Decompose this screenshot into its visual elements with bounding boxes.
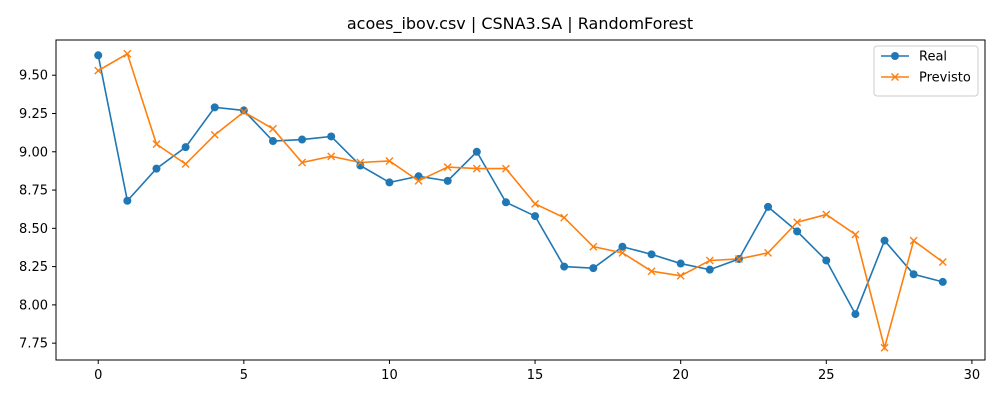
data-point-real [851, 310, 860, 319]
data-point-previsto [676, 271, 685, 280]
data-point-previsto [705, 256, 714, 265]
data-point-real [764, 202, 773, 211]
plot-markers [94, 49, 947, 352]
data-point-real [123, 196, 132, 205]
legend-item-real: Real [881, 50, 947, 65]
series-line-previsto [97, 52, 944, 351]
series-line-real [97, 55, 943, 316]
y-tick-label: 8.50 [19, 222, 48, 237]
data-point-previsto [851, 230, 860, 239]
data-point-real [822, 256, 831, 265]
data-point-real [589, 264, 598, 273]
x-tick-label: 30 [964, 368, 981, 383]
data-point-real [472, 147, 481, 156]
data-point-previsto [356, 158, 365, 167]
y-tick-label: 8.75 [19, 184, 48, 199]
chart-title: acoes_ibov.csv | CSNA3.SA | RandomForest [347, 14, 693, 34]
data-point-previsto [210, 130, 219, 139]
data-point-previsto [414, 176, 423, 185]
y-tick-label: 7.75 [19, 337, 48, 352]
data-point-real [793, 227, 802, 236]
data-point-previsto [531, 199, 540, 208]
data-point-previsto [298, 158, 307, 167]
data-point-previsto [385, 156, 394, 165]
data-point-real [618, 242, 627, 251]
data-point-previsto [764, 248, 773, 257]
data-point-previsto [793, 218, 802, 227]
data-point-previsto [589, 242, 598, 251]
data-point-real [705, 265, 714, 274]
data-point-previsto [443, 163, 452, 172]
y-tick-label: 9.25 [19, 107, 48, 122]
data-point-real [239, 106, 248, 115]
y-tick-label: 9.00 [19, 145, 48, 160]
y-tick-label: 9.50 [19, 69, 48, 84]
data-point-previsto [734, 254, 743, 263]
data-point-real [181, 143, 190, 152]
x-tick-label: 5 [240, 368, 248, 383]
data-point-real [647, 250, 656, 259]
data-point-previsto [822, 210, 831, 219]
data-point-previsto [501, 164, 510, 173]
plot-lines [97, 52, 944, 351]
data-point-real [268, 137, 277, 146]
legend-label-previsto: Previsto [919, 71, 971, 86]
plot-area-frame [55, 39, 986, 361]
data-point-previsto [181, 160, 190, 169]
data-point-previsto [94, 66, 103, 75]
data-point-real [443, 176, 452, 185]
data-point-previsto [152, 140, 161, 149]
x-tick-label: 0 [94, 368, 102, 383]
x-axis: 0 5 10 15 20 25 30 [94, 360, 980, 383]
data-point-previsto [938, 258, 947, 267]
data-point-previsto [618, 248, 627, 257]
data-point-real [676, 259, 685, 268]
legend-box [873, 45, 979, 97]
x-tick-label: 25 [818, 368, 835, 383]
y-axis: 7.75 8.00 8.25 8.50 8.75 9.00 9.25 9.50 [19, 69, 56, 352]
data-point-previsto [239, 107, 248, 116]
data-point-real [152, 164, 161, 173]
y-tick-label: 8.00 [19, 298, 48, 313]
y-tick-label: 8.25 [19, 260, 48, 275]
data-point-real [938, 277, 947, 286]
legend-label-real: Real [919, 50, 947, 65]
data-point-previsto [472, 164, 481, 173]
legend-item-previsto: Previsto [881, 71, 971, 86]
data-point-previsto [909, 236, 918, 245]
x-tick-label: 15 [527, 368, 544, 383]
data-point-real [880, 236, 889, 245]
data-point-real [298, 135, 307, 144]
data-point-real [414, 172, 423, 181]
data-point-real [385, 178, 394, 187]
data-point-real [909, 270, 918, 279]
data-point-real [94, 51, 103, 60]
data-point-real [327, 132, 336, 141]
data-point-previsto [647, 267, 656, 276]
data-point-previsto [268, 124, 277, 133]
data-point-real [531, 212, 540, 221]
legend: Real Previsto [873, 45, 979, 97]
data-point-previsto [560, 213, 569, 222]
x-tick-label: 10 [381, 368, 398, 383]
data-point-real [560, 262, 569, 271]
x-tick-label: 20 [672, 368, 689, 383]
data-point-real [501, 198, 510, 207]
data-point-previsto [123, 49, 132, 58]
data-point-previsto [880, 343, 889, 352]
data-point-real [210, 103, 219, 112]
data-point-previsto [327, 152, 336, 161]
